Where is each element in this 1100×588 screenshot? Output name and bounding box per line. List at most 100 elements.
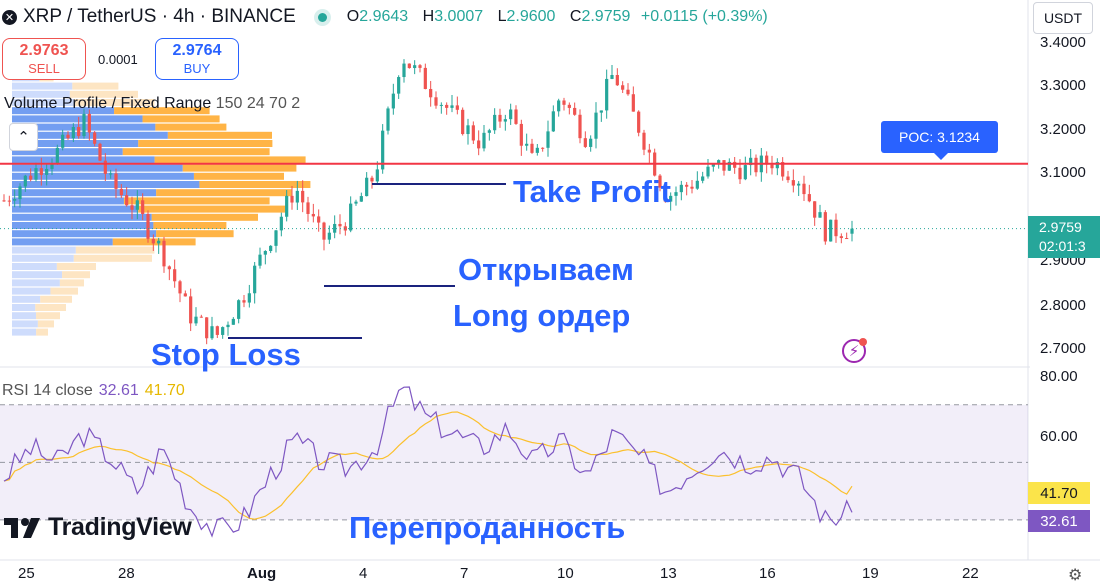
- candle-body: [695, 180, 699, 189]
- candle-body: [477, 140, 481, 149]
- candle-body: [194, 316, 198, 324]
- quote-currency-button[interactable]: USDT: [1033, 2, 1093, 34]
- close-icon[interactable]: ✕: [2, 9, 17, 25]
- candle-body: [557, 100, 561, 112]
- vp-bar-up: [12, 238, 113, 246]
- candle-body: [375, 169, 379, 182]
- candle-body: [167, 266, 171, 270]
- candle-body: [386, 108, 390, 131]
- candle-body: [338, 223, 342, 227]
- vp-bar-down: [142, 115, 220, 123]
- rsi-legend-value: 32.61: [98, 382, 139, 399]
- candle-body: [509, 109, 513, 120]
- candle-body: [599, 110, 603, 113]
- candle-body: [685, 184, 689, 187]
- candle-body: [818, 212, 822, 218]
- candle-body: [50, 162, 54, 169]
- candle-body: [429, 88, 433, 98]
- close-value: 2.9759: [581, 8, 631, 25]
- stop-loss-annotation[interactable]: Stop Loss: [151, 337, 301, 372]
- candle-body: [354, 201, 358, 204]
- candle-body: [125, 195, 129, 206]
- candle-body: [514, 109, 518, 124]
- candle-body: [199, 316, 203, 318]
- vp-bar-up: [12, 131, 168, 139]
- vp-bar-down: [114, 107, 210, 115]
- buy-button[interactable]: 2.9764 BUY: [155, 38, 239, 80]
- rsi-line: [3, 386, 853, 538]
- indicator-params: 150 24 70 2: [215, 95, 301, 112]
- sell-button[interactable]: 2.9763 SELL: [2, 38, 86, 80]
- candle-body: [279, 216, 283, 231]
- candle-body: [109, 173, 113, 175]
- sell-label: SELL: [28, 61, 60, 76]
- vp-bar-up: [12, 82, 73, 90]
- price-axis-label: 3.4000: [1040, 34, 1086, 51]
- candle-body: [130, 205, 134, 210]
- candle-body: [749, 157, 753, 166]
- poc-tag[interactable]: POC: 3.1234: [881, 121, 998, 160]
- candle-body: [413, 65, 417, 69]
- candle-body: [45, 168, 49, 175]
- oversold-annotation[interactable]: Перепроданность: [349, 510, 626, 545]
- candle-body: [567, 104, 571, 108]
- candle-body: [157, 240, 161, 244]
- candle-body: [722, 160, 726, 171]
- candle-body: [690, 186, 694, 189]
- candle-body: [71, 127, 75, 139]
- vp-bar-up: [12, 254, 74, 262]
- collapse-legend-button[interactable]: ⌃: [9, 123, 38, 151]
- current-price-badge: 2.9759 02:01:3: [1028, 216, 1100, 258]
- vp-bar-up: [12, 90, 70, 98]
- open-long-annotation-line1[interactable]: Открываем: [458, 252, 634, 287]
- candle-body: [178, 281, 182, 294]
- alert-flash-icon[interactable]: ⚡: [842, 338, 867, 363]
- vp-bar-up: [12, 181, 200, 188]
- candle-body: [461, 109, 465, 135]
- tradingview-logo[interactable]: TradingView: [4, 513, 192, 542]
- candle-body: [807, 194, 811, 202]
- volume-profile-legend[interactable]: Volume Profile / Fixed Range 150 24 70 2: [4, 95, 300, 113]
- open-long-annotation-line2[interactable]: Long ордер: [453, 298, 631, 333]
- candle-body: [589, 138, 593, 147]
- candle-body: [397, 77, 401, 94]
- candle-body: [93, 132, 97, 144]
- candle-body: [797, 183, 801, 186]
- candle-body: [381, 130, 385, 170]
- vp-bar-down: [73, 254, 152, 262]
- vp-bar-up: [12, 295, 41, 303]
- ohlc-values: O2.9643 H3.0007 L2.9600 C2.9759 +0.0115 …: [347, 8, 768, 26]
- buy-label: BUY: [183, 61, 211, 76]
- sell-price: 2.9763: [19, 42, 69, 59]
- candle-body: [285, 195, 289, 217]
- candle-body: [802, 183, 806, 195]
- candle-body: [343, 226, 347, 231]
- rsi-legend[interactable]: RSI 14 close 32.61 41.70: [2, 382, 185, 400]
- candle-body: [23, 175, 27, 187]
- open-key: O: [346, 8, 360, 25]
- candle-body: [450, 105, 454, 108]
- vp-bar-down: [62, 271, 90, 279]
- candle-body: [637, 111, 641, 133]
- candle-body: [519, 123, 523, 146]
- candle-body: [141, 200, 145, 214]
- price-axis-label: 2.7000: [1040, 340, 1086, 357]
- vp-bar-down: [155, 123, 227, 131]
- candle-body: [594, 112, 598, 139]
- high-key: H: [422, 8, 435, 25]
- gear-icon[interactable]: ⚙: [1068, 567, 1083, 584]
- candle-body: [551, 111, 555, 132]
- symbol-title[interactable]: XRP / TetherUS · 4h · BINANCE: [23, 6, 296, 27]
- candle-body: [487, 130, 491, 133]
- close-key: C: [569, 8, 582, 25]
- candle-body: [274, 230, 278, 246]
- low-value: 2.9600: [506, 8, 556, 25]
- candle-body: [253, 265, 257, 294]
- take-profit-annotation[interactable]: Take Profit: [513, 174, 671, 209]
- candle-body: [77, 127, 81, 137]
- rsi-ma-legend-value: 41.70: [144, 382, 185, 399]
- vp-bar-up: [12, 287, 51, 295]
- candle-body: [7, 200, 11, 202]
- candle-body: [327, 232, 331, 240]
